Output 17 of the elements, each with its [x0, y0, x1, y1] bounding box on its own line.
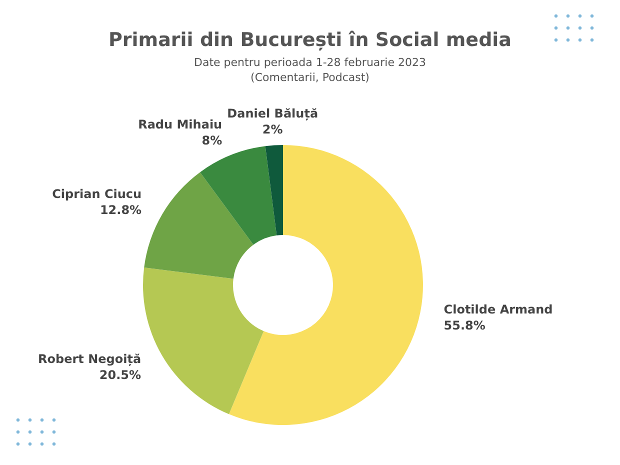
- donut-slice: [143, 268, 264, 414]
- data-label: 8%: [202, 134, 222, 148]
- chart-title: Primarii din București în Social media: [108, 29, 512, 51]
- data-label: 20.5%: [99, 368, 142, 382]
- slice-label: Radu Mihaiu: [138, 118, 222, 132]
- data-label: 2%: [262, 122, 283, 136]
- donut-slice: [144, 172, 254, 279]
- slice-label: Ciprian Ciucu: [52, 186, 142, 201]
- donut-slice: [200, 146, 277, 245]
- data-label: 12.8%: [100, 202, 142, 217]
- slice-label: Daniel Băluță: [227, 106, 318, 120]
- data-label: 55.8%: [444, 318, 486, 332]
- slice-label: Robert Negoiță: [38, 352, 142, 366]
- slice-label: Clotilde Armand: [444, 302, 553, 316]
- chart-subtitle: Date pentru perioada 1-28 februarie 2023 (Comentarii, Podcast): [194, 56, 426, 84]
- donut-slice: [265, 145, 283, 236]
- donut-slice: [228, 145, 423, 425]
